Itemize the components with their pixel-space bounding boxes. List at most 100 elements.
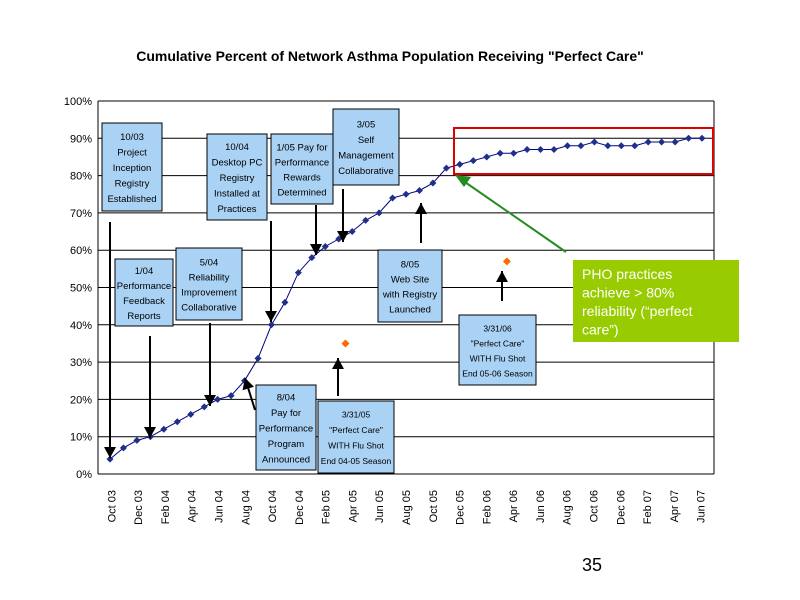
data-point [577,142,585,150]
annotation-text: Determined [277,187,326,198]
annotation-text: Feedback [123,296,165,307]
annotation-text: WITH Flu Shot [328,441,384,451]
data-point [698,134,706,142]
annotation-box [332,108,400,186]
arrow-pay-for-performance-head [242,378,255,391]
data-point [308,254,316,262]
callout: PHO practices achieve > 80% reliability (“… [455,175,739,342]
annotation-text: Program [268,439,305,450]
data-point [563,142,571,150]
data-point [160,425,168,433]
data-series [106,134,706,463]
annotations: 10/03 Project Inception Registry Established… [101,108,537,474]
x-tick-label: Apr 05 [347,490,359,522]
data-point [671,138,679,146]
annotation-box [101,122,163,212]
arrow-flu-0506-head [496,271,508,282]
data-point [106,455,114,463]
annotation-arrows [104,189,508,458]
x-tick-label: Dec 06 [615,490,627,525]
callout-text: PHO practices [582,266,672,282]
y-tick-label: 20% [70,394,92,406]
annotation-text: Web Site [391,274,429,285]
flu-shot-point [341,339,350,348]
data-point [402,190,410,198]
annotation-text: Collaborative [181,302,236,313]
annotation-text: 3/05 [357,120,376,131]
annotation-text: Registry [220,173,255,184]
callout-text: achieve > 80% [582,285,674,301]
annotation-text: "Perfect Care" [329,425,383,435]
annotation-text: 3/31/06 [483,323,512,333]
data-point [550,145,558,153]
data-point [483,153,491,161]
data-point [133,436,141,444]
data-point [415,187,423,195]
annotation-text: Announced [262,454,310,465]
x-tick-label: Feb 05 [321,490,333,524]
annotation-box [317,400,395,474]
annotation-text: Performance [259,423,313,434]
data-point [389,194,397,202]
arrow-feedback-reports-head [144,427,156,438]
data-point [173,418,181,426]
annotation-text: Installed at [214,188,260,199]
data-point [658,138,666,146]
x-tick-label: Jun 04 [214,490,226,523]
annotation-text: Improvement [181,287,237,298]
arrow-rewards-determined-head [310,244,322,255]
annotation-text: WITH Flu Shot [470,353,526,363]
arrow-project-inception-head [104,447,116,458]
arrow-self-management-head [337,231,349,242]
annotation-text: 3/31/05 [342,410,371,420]
annotation-text: Performance [275,157,329,168]
x-tick-label: Jun 06 [535,490,547,523]
annotation-text: 10/03 [120,132,144,143]
arrow-desktop-registry-head [265,311,277,322]
data-point [617,142,625,150]
callout-box [573,260,739,342]
y-tick-label: 100% [64,96,92,108]
data-point [510,149,518,157]
annotation-text: with Registry [382,289,438,300]
flu-markers [341,257,511,348]
data-point [456,160,464,168]
x-tick-label: Aug 05 [401,490,413,525]
data-point [442,164,450,172]
annotation-box [377,249,443,323]
annotation-text: Performance [117,281,171,292]
annotation-text: 10/04 [225,142,249,153]
annotation-text: Inception [113,163,152,174]
data-point [119,444,127,452]
x-tick-label: Dec 04 [294,490,306,525]
data-point [200,403,208,411]
data-point [537,145,545,153]
annotation-text: Desktop PC [212,157,263,168]
data-point [604,142,612,150]
arrow-flu-0405-head [332,358,344,369]
x-tick-label: Apr 06 [508,490,520,522]
annotation-text: 1/05 Pay for [276,142,327,153]
annotation-box [206,133,268,221]
x-tick-label: Dec 05 [455,490,467,525]
callout-arrow [461,179,567,253]
y-tick-label: 90% [70,133,92,145]
page-number: 35 [582,555,602,575]
x-tick-label: Oct 04 [267,490,279,522]
annotation-box [458,314,537,386]
x-tick-label: Oct 03 [106,490,118,522]
annotation-text: 5/04 [200,257,219,268]
annotation-text: Self [358,135,375,146]
x-axis: Oct 03 Dec 03 Feb 04 Apr 04 Jun 04 Aug 04 Oct … [106,490,707,525]
data-point [254,354,262,362]
callout-text: reliability (“perfect [582,303,693,319]
callout-arrow-head [455,175,471,187]
data-point [469,157,477,165]
x-tick-label: Aug 06 [562,490,574,525]
data-point [685,134,693,142]
annotation-text: Management [338,151,394,162]
annotation-text: 8/04 [277,392,296,403]
data-point [590,138,598,146]
x-tick-label: Apr 07 [669,490,681,522]
